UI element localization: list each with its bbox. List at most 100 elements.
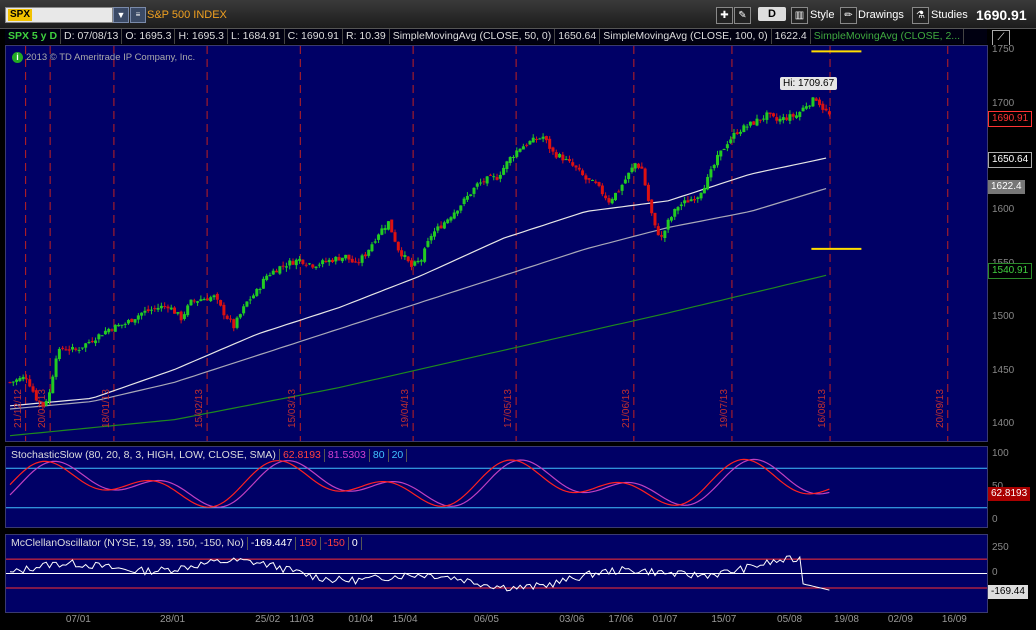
candle-body <box>765 112 769 120</box>
candle-body <box>28 379 32 387</box>
chevron-down-icon[interactable]: ▼ <box>113 7 129 23</box>
candle-body <box>47 392 51 402</box>
candle-body <box>564 159 568 161</box>
mcc-value-box: -169.44 <box>988 585 1028 599</box>
pencil-icon[interactable]: ✏ <box>840 7 857 24</box>
candle-body <box>558 153 562 158</box>
period-button[interactable]: D <box>758 7 786 21</box>
price-axis[interactable]: 14001450150015501600165017001750 <box>988 44 1036 440</box>
drawings-button[interactable]: Drawings <box>858 9 904 21</box>
last-price: 1690.91 <box>976 7 1027 23</box>
mcc-axis[interactable]: -2500250 <box>988 534 1036 611</box>
date-marker-label: 19/04/13 <box>400 389 412 428</box>
candle-body <box>617 191 621 193</box>
candle-body <box>584 175 588 180</box>
candle-body <box>136 315 140 320</box>
x-tick-label: 03/06 <box>559 614 585 625</box>
candle-body <box>442 222 446 229</box>
candle-body <box>281 265 285 267</box>
stochastic-panel[interactable]: StochasticSlow (80, 20, 8, 3, HIGH, LOW,… <box>5 446 988 528</box>
candle-body <box>347 254 351 260</box>
studies-icon[interactable]: ⚗ <box>912 7 929 24</box>
candle-body <box>344 254 348 259</box>
candle-body <box>354 261 358 263</box>
mcclellan-panel[interactable]: McClellanOscillator (NYSE, 19, 39, 150, … <box>5 534 988 613</box>
price-panel[interactable] <box>5 45 988 442</box>
info-range: R: 10.39 <box>343 29 390 44</box>
candle-body <box>133 319 137 323</box>
candle-body <box>268 275 272 277</box>
candle-body <box>255 289 259 296</box>
candle-body <box>386 221 390 230</box>
candle-body <box>74 348 78 350</box>
symbol-table-icon[interactable]: ≡ <box>130 7 146 23</box>
symbol-input[interactable]: SPX <box>5 7 113 23</box>
info-icon[interactable]: i <box>12 52 23 63</box>
info-date: D: 07/08/13 <box>61 29 123 44</box>
candle-body <box>775 117 779 121</box>
candle-body <box>189 299 193 306</box>
candle-body <box>544 136 548 141</box>
x-tick-label: 19/08 <box>833 614 859 625</box>
candle-body <box>462 198 466 205</box>
candle-body <box>77 349 81 351</box>
candle-body <box>587 178 591 180</box>
candle-body <box>814 98 818 101</box>
wrench-icon[interactable]: ✎ <box>734 7 751 24</box>
candle-body <box>15 379 19 382</box>
candle-body <box>423 248 427 262</box>
candle-body <box>650 199 654 214</box>
candle-body <box>406 256 410 262</box>
candle-body <box>202 299 206 301</box>
candle-body <box>577 167 581 170</box>
candle-body <box>61 347 65 349</box>
studies-button[interactable]: Studies <box>931 9 968 21</box>
candle-body <box>528 141 532 145</box>
candle-body <box>357 262 361 264</box>
candle-body <box>363 254 367 257</box>
candle-body <box>94 340 98 344</box>
candle-body <box>735 132 739 135</box>
candle-body <box>679 204 683 207</box>
candle-body <box>271 270 275 275</box>
candle-body <box>400 250 404 257</box>
symbol-tag: SPX <box>8 9 33 21</box>
x-tick-label: 06/05 <box>473 614 499 625</box>
candle-body <box>712 164 716 169</box>
candle-body <box>597 182 601 186</box>
candle-body <box>643 168 647 186</box>
candle-body <box>511 156 515 158</box>
style-button[interactable]: Style <box>810 9 835 21</box>
candle-body <box>446 219 450 224</box>
price-tick: 1400 <box>992 417 1015 429</box>
candle-body <box>146 309 150 312</box>
candle-body <box>594 181 598 183</box>
candle-body <box>196 301 200 303</box>
candle-body <box>64 349 68 351</box>
candle-body <box>482 181 486 183</box>
candle-body <box>495 177 499 180</box>
stoch-value-box: 62.8193 <box>988 487 1031 501</box>
mcc-overbought: 150 <box>296 537 321 550</box>
candle-body <box>485 176 489 184</box>
candle-body <box>238 314 242 318</box>
stoch-axis[interactable]: 0 50 100 <box>988 446 1036 526</box>
style-icon[interactable]: ▥ <box>791 7 808 24</box>
candle-body <box>554 152 558 158</box>
candle-body <box>762 118 766 120</box>
candle-body <box>488 174 492 176</box>
candle-body <box>107 328 111 333</box>
crosshair-icon[interactable]: ✚ <box>716 7 733 24</box>
candle-body <box>245 301 249 307</box>
stochastic-legend: StochasticSlow (80, 20, 8, 3, HIGH, LOW,… <box>8 449 408 462</box>
candle-body <box>304 264 308 266</box>
candle-body <box>413 261 417 266</box>
x-tick-label: 05/08 <box>777 614 803 625</box>
candle-body <box>426 241 430 247</box>
candle-body <box>140 312 144 316</box>
candle-body <box>571 162 575 166</box>
candle-body <box>337 257 341 261</box>
sma-line-1 <box>9 188 827 410</box>
candle-body <box>248 299 252 301</box>
candle-body <box>535 138 539 140</box>
